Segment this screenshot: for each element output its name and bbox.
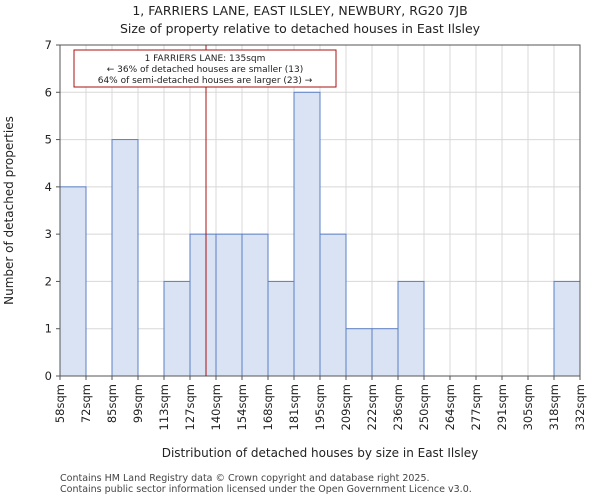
histogram-bar bbox=[163, 280, 191, 377]
y-axis-label: Number of detached properties bbox=[2, 116, 16, 305]
histogram-bar bbox=[371, 328, 399, 377]
tick-labels: 0 1 2 3 4 5 6 7 58sqm 72sqm 85sqm 99sqm 113sqm 127sqm… bbox=[45, 38, 587, 430]
y-tick-label: 7 bbox=[45, 38, 52, 52]
x-tick-label: 113sqm bbox=[157, 384, 171, 430]
x-tick-label: 277sqm bbox=[469, 384, 483, 430]
x-tick-label: 72sqm bbox=[79, 384, 93, 423]
chart-subtitle: Size of property relative to detached ho… bbox=[119, 21, 481, 36]
x-tick-label: 305sqm bbox=[521, 384, 535, 430]
x-tick-label: 250sqm bbox=[417, 384, 431, 430]
x-tick-label: 168sqm bbox=[261, 384, 275, 430]
x-tick-label: 291sqm bbox=[495, 384, 509, 430]
histogram-bar bbox=[293, 91, 321, 377]
y-tick-label: 3 bbox=[45, 227, 52, 241]
y-tick-label: 0 bbox=[45, 369, 52, 383]
x-axis-label: Distribution of detached houses by size … bbox=[162, 446, 479, 460]
x-tick-label: 209sqm bbox=[339, 384, 353, 430]
y-tick-label: 5 bbox=[45, 133, 52, 147]
histogram-bar bbox=[215, 233, 243, 377]
y-tick-label: 2 bbox=[45, 274, 52, 288]
x-tick-label: 140sqm bbox=[209, 384, 223, 430]
x-tick-label: 332sqm bbox=[573, 384, 587, 430]
y-tick-label: 6 bbox=[45, 85, 52, 99]
y-tick-label: 4 bbox=[45, 180, 52, 194]
x-tick-label: 222sqm bbox=[365, 384, 379, 430]
annotation-box: 1 FARRIERS LANE: 135sqm ← 36% of detache… bbox=[73, 49, 337, 88]
histogram-bar bbox=[241, 233, 269, 377]
histogram-bar bbox=[111, 139, 139, 377]
histogram-bar bbox=[267, 280, 295, 377]
x-tick-label: 58sqm bbox=[53, 384, 67, 423]
footer-copyright: Contains HM Land Registry data © Crown c… bbox=[60, 473, 430, 484]
histogram-bar bbox=[189, 233, 217, 377]
x-tick-label: 127sqm bbox=[183, 384, 197, 430]
footer-licence: Contains public sector information licen… bbox=[60, 484, 472, 495]
histogram-bar bbox=[397, 280, 425, 377]
x-tick-label: 236sqm bbox=[391, 384, 405, 430]
x-tick-label: 181sqm bbox=[287, 384, 301, 430]
histogram-bar bbox=[553, 280, 581, 377]
annotation-line-2: ← 36% of detached houses are smaller (13… bbox=[107, 65, 304, 75]
chart-title: 1, FARRIERS LANE, EAST ILSLEY, NEWBURY, … bbox=[132, 3, 468, 18]
x-tick-label: 154sqm bbox=[235, 384, 249, 430]
annotation-border bbox=[73, 49, 337, 88]
annotation-line-1: 1 FARRIERS LANE: 135sqm bbox=[145, 54, 266, 64]
annotation-line-3: 64% of semi-detached houses are larger (… bbox=[98, 76, 313, 86]
x-tick-label: 99sqm bbox=[131, 384, 145, 423]
x-tick-label: 195sqm bbox=[313, 384, 327, 430]
x-tick-label: 264sqm bbox=[443, 384, 457, 430]
bars bbox=[59, 91, 581, 377]
x-tick-label: 85sqm bbox=[105, 384, 119, 423]
x-tick-label: 318sqm bbox=[547, 384, 561, 430]
histogram-bar bbox=[319, 233, 347, 377]
y-tick-label: 1 bbox=[45, 322, 52, 336]
histogram-bar bbox=[59, 186, 87, 377]
histogram-bar bbox=[345, 328, 373, 377]
